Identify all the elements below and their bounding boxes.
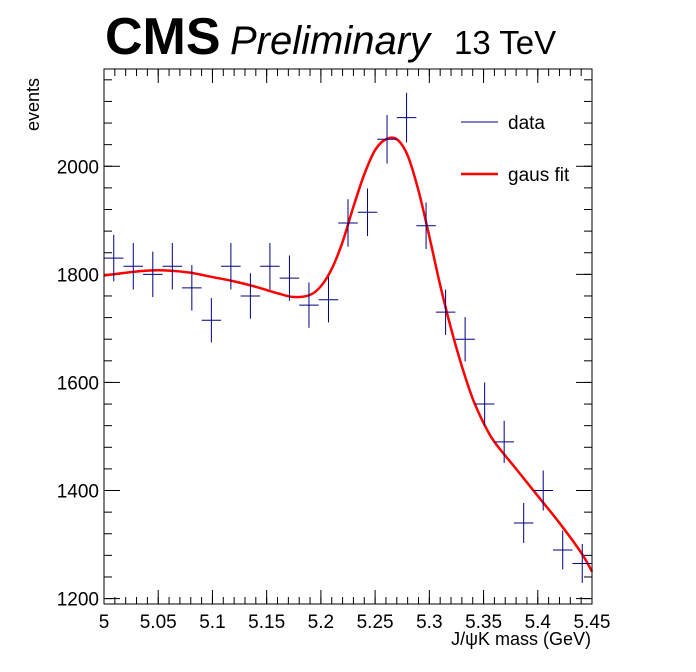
x-tick-label: 5 <box>99 612 110 633</box>
legend-fit-label: gaus fit <box>508 165 570 186</box>
y-tick-label: 1400 <box>57 482 99 503</box>
data-point <box>104 234 124 282</box>
data-point <box>455 317 475 362</box>
data-point <box>435 289 456 335</box>
fit-curve <box>103 136 594 573</box>
legend: data gaus fit <box>461 113 570 186</box>
data-point <box>221 243 241 290</box>
cms-label: CMS <box>105 8 221 66</box>
data-point <box>533 470 553 511</box>
data-point <box>123 243 144 290</box>
data-point <box>513 502 534 543</box>
data-point <box>201 298 222 343</box>
data-point <box>143 251 163 298</box>
x-tick-label: 5.05 <box>140 612 177 633</box>
data-point <box>552 530 573 570</box>
data-point <box>318 277 339 323</box>
data-point <box>240 273 261 319</box>
y-tick-label: 1200 <box>57 590 99 611</box>
data-point <box>377 114 397 164</box>
energy-label: 13 TeV <box>454 24 556 61</box>
data-point <box>260 243 280 290</box>
data-point <box>279 255 300 301</box>
preliminary-label: Preliminary <box>230 19 433 63</box>
data-point <box>299 282 319 328</box>
plot-frame <box>103 68 593 605</box>
x-tick-label: 5.45 <box>574 612 611 633</box>
data-point <box>357 188 378 236</box>
y-axis-label: events <box>23 78 43 131</box>
data-point <box>338 199 358 247</box>
data-point <box>416 202 436 249</box>
x-tick-label: 5.3 <box>416 612 442 633</box>
x-tick-label: 5.15 <box>248 612 285 633</box>
data-point <box>572 544 592 583</box>
legend-data-label: data <box>508 113 545 134</box>
x-tick-label: 5.25 <box>357 612 394 633</box>
x-tick-label: 5.35 <box>465 612 502 633</box>
y-tick-label: 2000 <box>57 157 99 178</box>
y-tick-label: 1800 <box>57 265 99 286</box>
x-tick-label: 5.2 <box>308 612 334 633</box>
y-tick-label: 1600 <box>57 373 99 394</box>
x-tick-label: 5.1 <box>199 612 225 633</box>
x-axis-label: J/ψK mass (GeV) <box>451 629 591 649</box>
data-point <box>474 382 495 426</box>
data-point <box>182 265 202 311</box>
data-point <box>396 92 417 143</box>
data-point <box>162 243 183 290</box>
x-tick-label: 5.4 <box>525 612 552 633</box>
data-point <box>494 420 514 463</box>
